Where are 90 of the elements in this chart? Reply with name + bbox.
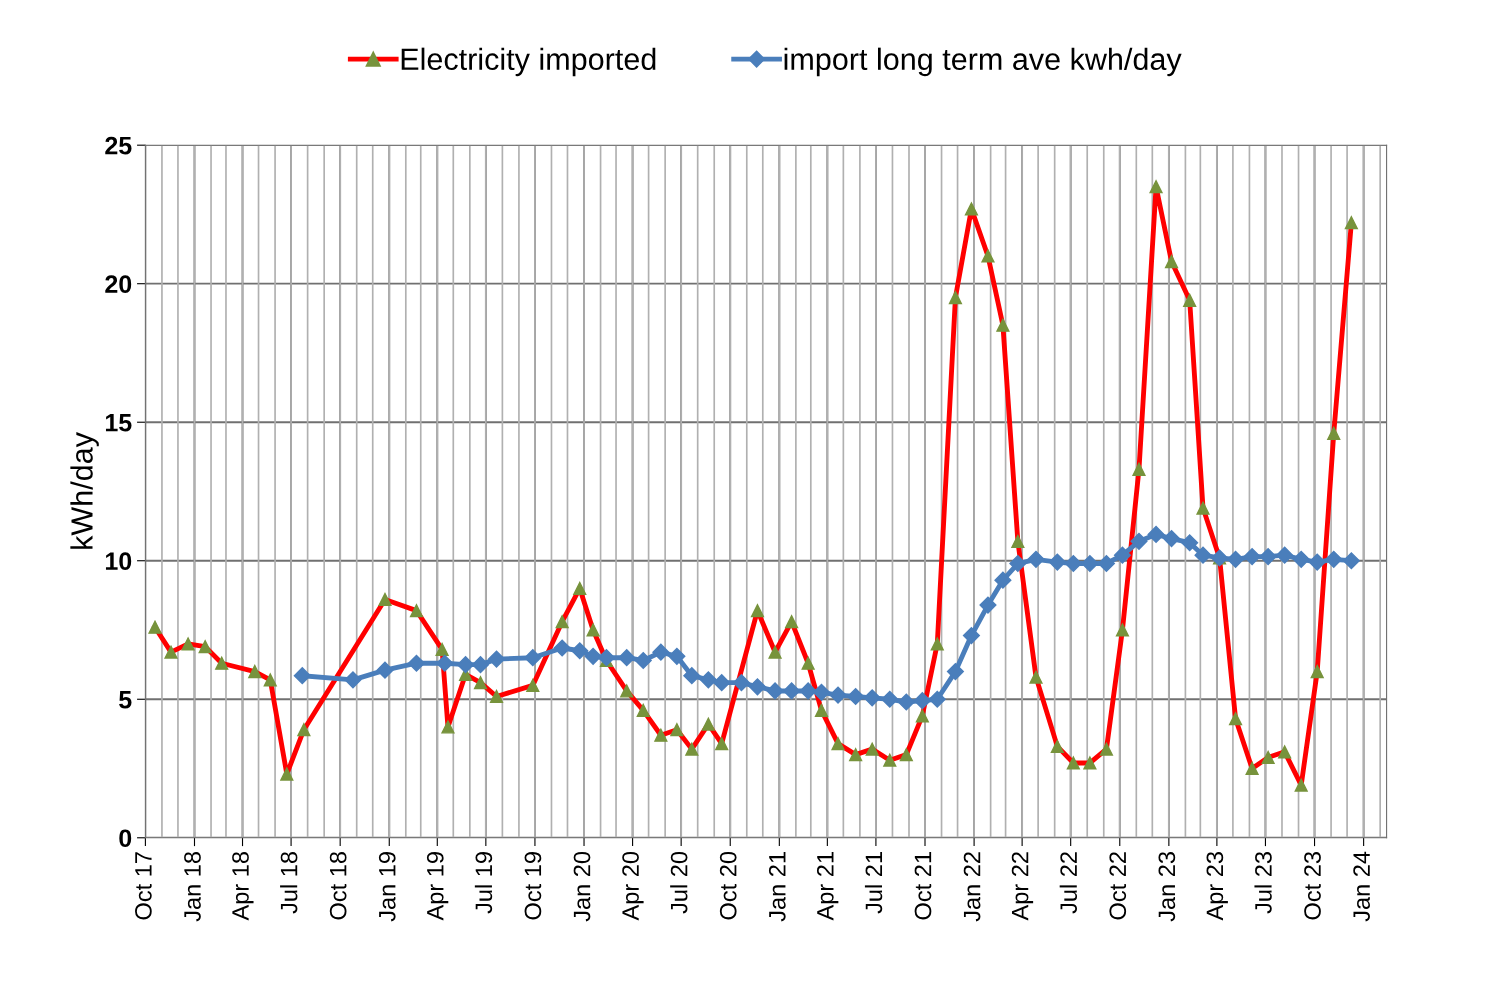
point bbox=[897, 693, 915, 711]
x-tick-label: Jul 21 bbox=[864, 852, 883, 914]
point bbox=[1276, 546, 1294, 564]
x-tick-label: Jan 18 bbox=[184, 851, 201, 922]
point bbox=[946, 663, 964, 681]
x-tick-label: Apr 20 bbox=[622, 851, 644, 921]
point bbox=[1009, 554, 1027, 573]
point bbox=[1130, 532, 1148, 550]
x-tick-label: Oct 23 bbox=[1304, 852, 1321, 920]
x-tick-label: Jul 23 bbox=[1254, 852, 1272, 914]
x-tick-label: Apr 23 bbox=[1206, 852, 1228, 921]
point bbox=[407, 654, 426, 672]
point bbox=[618, 649, 636, 667]
point bbox=[1292, 550, 1310, 568]
point bbox=[634, 651, 652, 670]
point bbox=[913, 692, 931, 710]
x-tick-label: Jul 18 bbox=[280, 851, 298, 914]
x-tick-label: Oct 18 bbox=[329, 851, 347, 920]
x-tick-label: Jan 24 bbox=[1353, 851, 1370, 922]
point bbox=[783, 682, 801, 700]
point bbox=[1194, 546, 1212, 564]
point bbox=[471, 656, 490, 674]
point bbox=[1181, 534, 1199, 552]
point bbox=[1227, 550, 1245, 568]
point bbox=[799, 682, 817, 700]
point bbox=[1113, 546, 1131, 564]
point bbox=[524, 649, 542, 667]
point bbox=[436, 654, 454, 672]
point bbox=[812, 683, 831, 701]
point bbox=[962, 626, 980, 645]
point bbox=[766, 682, 784, 700]
point bbox=[683, 667, 701, 685]
point bbox=[553, 639, 571, 657]
legend-label: import long term ave kwh/day bbox=[784, 47, 1182, 77]
point bbox=[713, 674, 731, 692]
point bbox=[748, 678, 767, 696]
point bbox=[487, 650, 506, 668]
x-tick-label: Jan 20 bbox=[573, 851, 591, 922]
point bbox=[1243, 548, 1261, 566]
x-tick-label: Apr 22 bbox=[1011, 852, 1034, 921]
point bbox=[1308, 553, 1326, 571]
x-tick-label: Apr 21 bbox=[816, 852, 839, 921]
x-tick-label: Oct 17 bbox=[135, 852, 152, 920]
y-axis-title: kWh/day bbox=[70, 432, 99, 549]
x-tick-label: Apr 19 bbox=[426, 852, 449, 921]
point bbox=[668, 647, 686, 665]
point bbox=[1064, 554, 1082, 573]
point bbox=[732, 674, 750, 692]
x-tick-label: Jul 19 bbox=[474, 852, 493, 914]
point bbox=[1325, 550, 1343, 568]
point bbox=[571, 642, 589, 660]
x-tick-label: Jan 19 bbox=[378, 852, 396, 922]
point bbox=[1048, 553, 1066, 571]
y-tick-label: 10 bbox=[105, 552, 132, 571]
legend-label: Electricity imported bbox=[401, 47, 656, 77]
y-tick-label: 5 bbox=[119, 691, 132, 709]
y-tick-label: 25 bbox=[105, 136, 132, 155]
x-tick-label: Apr 18 bbox=[232, 851, 254, 921]
point bbox=[994, 571, 1012, 589]
x-tick-label: Jul 20 bbox=[670, 851, 688, 914]
point bbox=[584, 647, 602, 665]
y-tick-label: 15 bbox=[105, 414, 132, 432]
point bbox=[344, 671, 362, 689]
point bbox=[881, 690, 899, 708]
x-tick-label: Oct 19 bbox=[524, 852, 542, 920]
x-tick-label: Oct 21 bbox=[914, 852, 932, 920]
x-tick-label: Oct 22 bbox=[1109, 852, 1127, 920]
point bbox=[457, 656, 475, 674]
x-tick-label: Jan 23 bbox=[1158, 852, 1176, 922]
point bbox=[1259, 548, 1277, 566]
point bbox=[863, 689, 881, 707]
x-tick-label: Jan 22 bbox=[963, 852, 981, 922]
x-tick-label: Jul 22 bbox=[1059, 852, 1078, 914]
point bbox=[597, 649, 615, 667]
point bbox=[928, 690, 946, 708]
x-tick-label: Oct 20 bbox=[719, 851, 737, 920]
point bbox=[829, 686, 847, 704]
y-tick-label: 20 bbox=[105, 275, 132, 294]
point bbox=[699, 671, 717, 689]
point bbox=[652, 643, 670, 661]
point bbox=[847, 687, 865, 706]
point bbox=[1147, 525, 1165, 543]
point bbox=[979, 596, 997, 614]
point bbox=[1162, 530, 1181, 548]
point bbox=[1027, 550, 1045, 568]
y-tick-label: 0 bbox=[119, 829, 132, 848]
point bbox=[293, 667, 311, 685]
x-tick-label: Jan 21 bbox=[768, 852, 786, 922]
point bbox=[1342, 552, 1360, 570]
point bbox=[376, 661, 394, 679]
